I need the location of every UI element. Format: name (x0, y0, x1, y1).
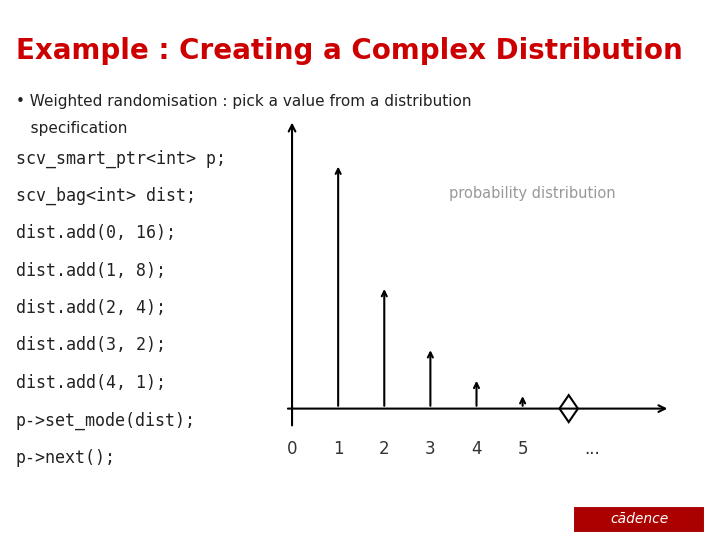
Text: cādence: cādence (610, 512, 668, 526)
Text: dist.add(0, 16);: dist.add(0, 16); (16, 224, 176, 242)
Text: p->next();: p->next(); (16, 449, 116, 467)
Text: scv_bag<int> dist;: scv_bag<int> dist; (16, 187, 196, 205)
Text: 4: 4 (472, 441, 482, 458)
Text: p->set_mode(dist);: p->set_mode(dist); (16, 411, 196, 429)
Text: dist.add(3, 2);: dist.add(3, 2); (16, 336, 166, 354)
Text: dist.add(1, 8);: dist.add(1, 8); (16, 262, 166, 280)
Text: ...: ... (584, 441, 600, 458)
Text: 5: 5 (518, 441, 528, 458)
Text: scv_smart_ptr<int> p;: scv_smart_ptr<int> p; (16, 150, 226, 168)
Text: Example : Creating a Complex Distribution: Example : Creating a Complex Distributio… (16, 37, 683, 65)
Text: specification: specification (16, 120, 127, 136)
Text: probability distribution: probability distribution (449, 186, 615, 201)
Text: dist.add(2, 4);: dist.add(2, 4); (16, 299, 166, 317)
FancyBboxPatch shape (573, 505, 705, 534)
Text: dist.add(4, 1);: dist.add(4, 1); (16, 374, 166, 392)
Text: 0: 0 (287, 441, 297, 458)
Text: 3: 3 (425, 441, 436, 458)
Text: 2: 2 (379, 441, 390, 458)
Text: 1: 1 (333, 441, 343, 458)
Text: • Weighted randomisation : pick a value from a distribution: • Weighted randomisation : pick a value … (16, 94, 472, 109)
Text: 45: 45 (13, 514, 27, 524)
